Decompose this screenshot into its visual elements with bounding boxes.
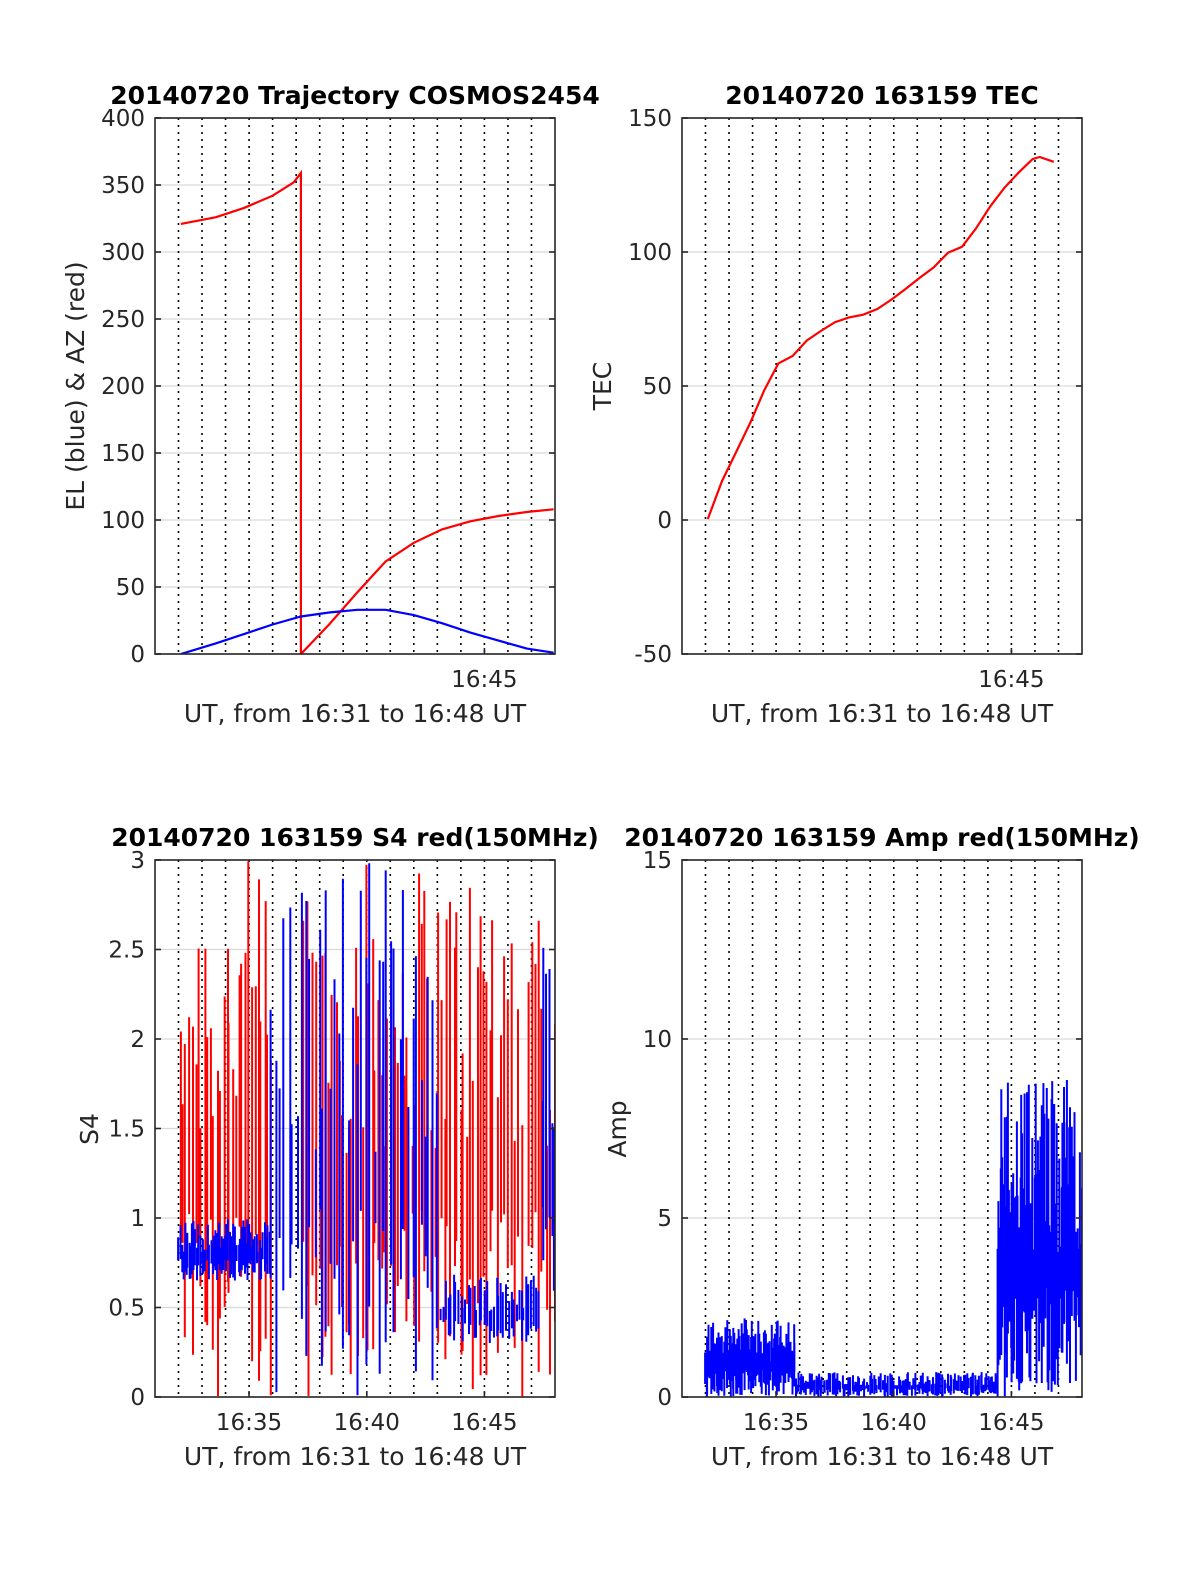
y-tick-label: 2.5 bbox=[108, 938, 145, 964]
amp-title: 20140720 163159 Amp red(150MHz) bbox=[624, 823, 1140, 852]
y-tick-label: 100 bbox=[101, 508, 145, 534]
x-tick-label: 16:40 bbox=[334, 1410, 400, 1436]
traj-ylabel: EL (blue) & AZ (red) bbox=[61, 261, 90, 510]
series-blue-segment bbox=[177, 1219, 271, 1281]
y-tick-label: 0.5 bbox=[108, 1296, 145, 1322]
y-tick-label: 1 bbox=[130, 1206, 145, 1232]
tec-xlabel: UT, from 16:31 to 16:48 UT bbox=[711, 699, 1054, 728]
series-blue-segment bbox=[439, 1274, 540, 1343]
chart-traj: 20140720 Trajectory COSMOS2454 UT, from … bbox=[61, 81, 600, 728]
series-line-az bbox=[180, 169, 554, 654]
y-tick-label: 50 bbox=[643, 374, 672, 400]
traj-xlabel: UT, from 16:31 to 16:48 UT bbox=[184, 699, 527, 728]
x-tick-label: 16:45 bbox=[451, 1410, 517, 1436]
traj-title: 20140720 Trajectory COSMOS2454 bbox=[110, 81, 600, 110]
x-tick-label: 16:35 bbox=[743, 1410, 809, 1436]
series-line-tec bbox=[706, 155, 1055, 520]
axes-box bbox=[681, 859, 1083, 1398]
y-tick-label: 0 bbox=[657, 1385, 672, 1411]
tec-title: 20140720 163159 TEC bbox=[725, 81, 1038, 110]
series-red-segment bbox=[500, 920, 555, 1397]
series-blue-segment bbox=[704, 1318, 796, 1397]
s4-title: 20140720 163159 S4 red(150MHz) bbox=[111, 823, 599, 852]
series-blue-segment bbox=[795, 1372, 998, 1397]
y-tick-label: 1.5 bbox=[108, 1117, 145, 1143]
series-red-segment bbox=[179, 861, 272, 1396]
y-tick-label: 350 bbox=[101, 173, 145, 199]
x-tick-label: 16:35 bbox=[216, 1410, 282, 1436]
y-tick-label: 150 bbox=[101, 441, 145, 467]
x-tick-label: 16:40 bbox=[861, 1410, 927, 1436]
chart-s4: 20140720 163159 S4 red(150MHz) UT, from … bbox=[75, 823, 599, 1471]
chart-tec: 20140720 163159 TEC UT, from 16:31 to 16… bbox=[588, 81, 1083, 728]
y-tick-label: 50 bbox=[116, 575, 145, 601]
y-tick-label: 3 bbox=[130, 848, 145, 874]
y-tick-label: 15 bbox=[643, 848, 672, 874]
amp-ylabel: Amp bbox=[603, 1100, 632, 1157]
y-tick-label: 0 bbox=[130, 642, 145, 668]
series-blue-segment bbox=[541, 947, 555, 1291]
series-line-el bbox=[180, 608, 554, 654]
series-blue-segment bbox=[996, 1080, 1082, 1397]
y-tick-label: 250 bbox=[101, 307, 145, 333]
y-tick-label: 2 bbox=[130, 1027, 145, 1053]
y-tick-label: 0 bbox=[130, 1385, 145, 1411]
y-tick-label: 300 bbox=[101, 240, 145, 266]
y-tick-label: 200 bbox=[101, 374, 145, 400]
s4-ylabel: S4 bbox=[75, 1113, 104, 1145]
y-tick-label: 400 bbox=[101, 106, 145, 132]
y-tick-label: 100 bbox=[628, 240, 672, 266]
s4-xlabel: UT, from 16:31 to 16:48 UT bbox=[184, 1442, 527, 1471]
y-tick-label: -50 bbox=[634, 642, 672, 668]
x-tick-label: 16:45 bbox=[978, 1410, 1044, 1436]
tec-ylabel: TEC bbox=[588, 362, 617, 412]
x-tick-label: 16:45 bbox=[451, 667, 517, 693]
chart-amp: 20140720 163159 Amp red(150MHz) UT, from… bbox=[603, 823, 1140, 1471]
y-tick-label: 5 bbox=[657, 1206, 672, 1232]
x-tick-label: 16:45 bbox=[978, 667, 1044, 693]
y-tick-label: 10 bbox=[643, 1027, 672, 1053]
amp-xlabel: UT, from 16:31 to 16:48 UT bbox=[711, 1442, 1054, 1471]
y-tick-label: 0 bbox=[657, 508, 672, 534]
y-tick-label: 150 bbox=[628, 106, 672, 132]
series-blue-segment bbox=[269, 863, 438, 1396]
